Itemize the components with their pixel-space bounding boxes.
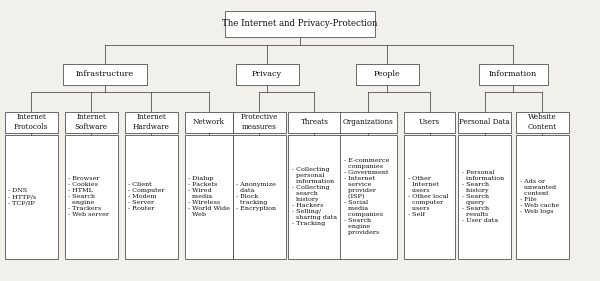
Text: - Client
- Computer
- Modem
- Server
- Router: - Client - Computer - Modem - Server - R… [128, 182, 165, 211]
FancyBboxPatch shape [5, 135, 58, 259]
FancyBboxPatch shape [458, 112, 511, 133]
Text: - Personal
  information
- Search
  history
- Search
  query
- Search
  results
: - Personal information - Search history … [462, 170, 504, 223]
Text: Threats: Threats [301, 118, 328, 126]
Text: - Ads or
  unwanted
  content
- File
- Web cache
- Web logs: - Ads or unwanted content - File - Web c… [520, 179, 559, 214]
FancyBboxPatch shape [125, 112, 178, 133]
FancyBboxPatch shape [65, 112, 118, 133]
FancyBboxPatch shape [185, 135, 233, 259]
Text: Network: Network [193, 118, 225, 126]
FancyBboxPatch shape [340, 135, 397, 259]
FancyBboxPatch shape [516, 135, 569, 259]
Text: - Dialup
- Packets
- Wired
  media
- Wireless
- World Wide
  Web: - Dialup - Packets - Wired media - Wirel… [188, 176, 230, 217]
FancyBboxPatch shape [233, 112, 286, 133]
FancyBboxPatch shape [65, 135, 118, 259]
Text: The Internet and Privacy-Protection: The Internet and Privacy-Protection [223, 19, 377, 28]
Text: Organizations: Organizations [343, 118, 394, 126]
FancyBboxPatch shape [404, 112, 455, 133]
Text: - Collecting
  personal
  information
- Collecting
  search
  history
- Hackers
: - Collecting personal information - Coll… [292, 167, 337, 226]
Text: Infrastructure: Infrastructure [76, 71, 134, 78]
Text: Privacy: Privacy [252, 71, 282, 78]
FancyBboxPatch shape [288, 112, 341, 133]
FancyBboxPatch shape [233, 135, 286, 259]
FancyBboxPatch shape [125, 135, 178, 259]
Text: - E-commerce
  companies
- Government
- Internet
  service
  provider
  (ISP)
- : - E-commerce companies - Government - In… [343, 158, 389, 235]
Text: Internet
Protocols: Internet Protocols [14, 114, 49, 131]
FancyBboxPatch shape [404, 135, 455, 259]
Text: Internet
Hardware: Internet Hardware [133, 114, 170, 131]
FancyBboxPatch shape [340, 112, 397, 133]
FancyBboxPatch shape [479, 64, 548, 85]
FancyBboxPatch shape [288, 135, 341, 259]
Text: People: People [374, 71, 400, 78]
FancyBboxPatch shape [235, 64, 299, 85]
Text: Users: Users [419, 118, 440, 126]
Text: Internet
Software: Internet Software [75, 114, 108, 131]
FancyBboxPatch shape [63, 64, 147, 85]
Text: Information: Information [489, 71, 537, 78]
Text: - Other
  Internet
  users
- Other local
  computer
  users
- Self: - Other Internet users - Other local com… [408, 176, 448, 217]
Text: Website
Content: Website Content [528, 114, 557, 131]
FancyBboxPatch shape [516, 112, 569, 133]
FancyBboxPatch shape [355, 64, 419, 85]
Text: - DNS
- HTTP/s
- TCP/IP: - DNS - HTTP/s - TCP/IP [8, 188, 37, 205]
Text: - Browser
- Cookies
- HTML
- Search
  engine
- Trackers
- Web server: - Browser - Cookies - HTML - Search engi… [68, 176, 109, 217]
FancyBboxPatch shape [458, 135, 511, 259]
Text: Protective
measures: Protective measures [241, 114, 278, 131]
FancyBboxPatch shape [225, 11, 375, 37]
FancyBboxPatch shape [5, 112, 58, 133]
Text: Personal Data: Personal Data [460, 118, 510, 126]
FancyBboxPatch shape [185, 112, 233, 133]
Text: - Anonymize
  data
- Block
  tracking
- Encryption: - Anonymize data - Block tracking - Encr… [236, 182, 277, 211]
